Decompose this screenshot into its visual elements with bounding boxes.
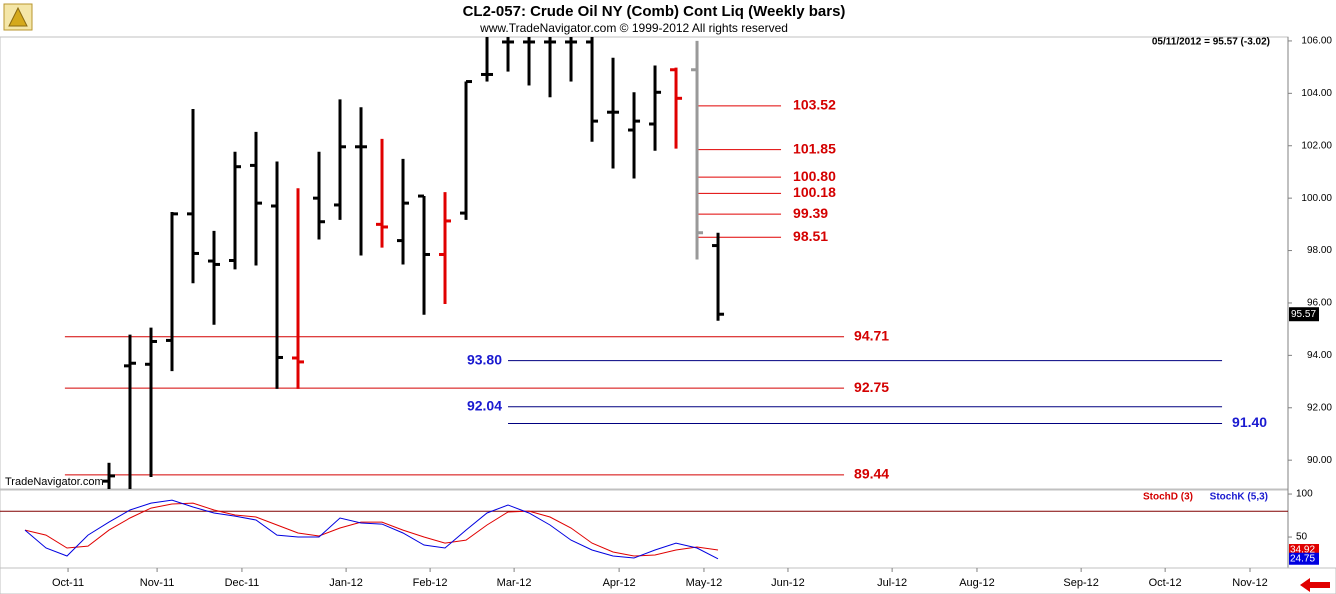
x-tick-label: May-12 [686,577,723,589]
level-label: 99.39 [793,205,828,221]
date-axis [0,567,1336,594]
last-value-box [1289,552,1319,565]
scroll-arrow[interactable] [1300,578,1330,592]
x-tick-label: Jul-12 [877,577,907,589]
level-label: 103.52 [793,97,836,113]
y-tick-label: 100 [1296,489,1313,500]
y-tick-label: 106.00 [1301,36,1332,47]
x-tick-label: Aug-12 [959,577,994,589]
y-tick-label: 92.00 [1307,402,1332,413]
x-tick-label: Nov-12 [1232,577,1267,589]
legend-entry: StochD (3) [1143,492,1193,503]
x-tick-label: Jan-12 [329,577,363,589]
last-value: 34.92 [1290,545,1315,556]
y-tick-label: 90.00 [1307,455,1332,466]
y-tick-label: 94.00 [1307,350,1332,361]
level-label: 98.51 [793,228,828,244]
y-tick-label: 50 [1296,532,1308,543]
x-tick-label: Feb-12 [413,577,448,589]
level-label: 91.40 [1232,414,1267,430]
y-tick-label: 102.00 [1301,140,1332,151]
level-label: 101.85 [793,140,836,156]
level-label: 100.80 [793,168,836,184]
status: 05/11/2012 = 95.57 (-3.02) [1152,37,1270,48]
x-tick-label: Nov-11 [140,577,175,589]
level-label: 89.44 [854,466,889,482]
x-tick-label: Apr-12 [603,577,636,589]
y-tick-label: 98.00 [1307,245,1332,256]
last-price-box [1289,307,1319,322]
watermark: TradeNavigator.com [5,476,104,488]
level-label: 93.80 [467,351,502,367]
y-tick-label: 96.00 [1307,298,1332,309]
x-tick-label: Dec-11 [225,577,260,589]
x-tick-label: Oct-11 [52,577,84,589]
level-label: 94.71 [854,327,889,343]
y-tick-label: 104.00 [1301,88,1332,99]
x-tick-label: Sep-12 [1063,577,1098,589]
level-label: 92.75 [854,379,889,395]
stoch-line [24,499,719,560]
level-label: 100.18 [793,184,836,200]
legend-entry: StochK (5,3) [1210,492,1268,503]
last-price: 95.57 [1291,309,1316,320]
subtitle: www.TradeNavigator.com © 1999-2012 All r… [479,21,788,35]
x-tick-label: Oct-12 [1149,577,1182,589]
chart-title: CL2-057: Crude Oil NY (Comb) Cont Liq (W… [463,3,846,20]
level-label: 92.04 [467,397,502,413]
x-tick-label: Mar-12 [497,577,532,589]
logo [3,3,33,31]
x-tick-label: Jun-12 [771,577,805,589]
y-tick-label: 100.00 [1301,193,1332,204]
stoch-line [24,502,719,557]
last-value: 24.75 [1290,553,1315,564]
